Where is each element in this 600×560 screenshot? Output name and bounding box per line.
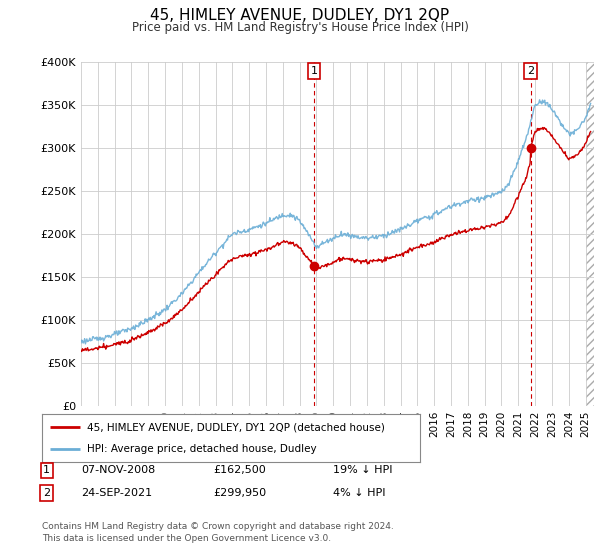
Text: 2: 2 bbox=[43, 488, 50, 498]
Text: HPI: Average price, detached house, Dudley: HPI: Average price, detached house, Dudl… bbox=[88, 444, 317, 454]
Text: Price paid vs. HM Land Registry's House Price Index (HPI): Price paid vs. HM Land Registry's House … bbox=[131, 21, 469, 34]
Text: 2: 2 bbox=[527, 66, 534, 76]
Text: 4% ↓ HPI: 4% ↓ HPI bbox=[333, 488, 386, 498]
Text: 45, HIMLEY AVENUE, DUDLEY, DY1 2QP (detached house): 45, HIMLEY AVENUE, DUDLEY, DY1 2QP (deta… bbox=[88, 422, 385, 432]
Text: 24-SEP-2021: 24-SEP-2021 bbox=[81, 488, 152, 498]
Text: 1: 1 bbox=[43, 465, 50, 475]
Text: 1: 1 bbox=[310, 66, 317, 76]
Text: £299,950: £299,950 bbox=[213, 488, 266, 498]
Text: 19% ↓ HPI: 19% ↓ HPI bbox=[333, 465, 392, 475]
Bar bbox=[586, 62, 594, 406]
Bar bbox=[586, 62, 594, 406]
Text: 07-NOV-2008: 07-NOV-2008 bbox=[81, 465, 155, 475]
Text: £162,500: £162,500 bbox=[213, 465, 266, 475]
Text: 45, HIMLEY AVENUE, DUDLEY, DY1 2QP: 45, HIMLEY AVENUE, DUDLEY, DY1 2QP bbox=[151, 8, 449, 24]
Text: Contains HM Land Registry data © Crown copyright and database right 2024.
This d: Contains HM Land Registry data © Crown c… bbox=[42, 522, 394, 543]
